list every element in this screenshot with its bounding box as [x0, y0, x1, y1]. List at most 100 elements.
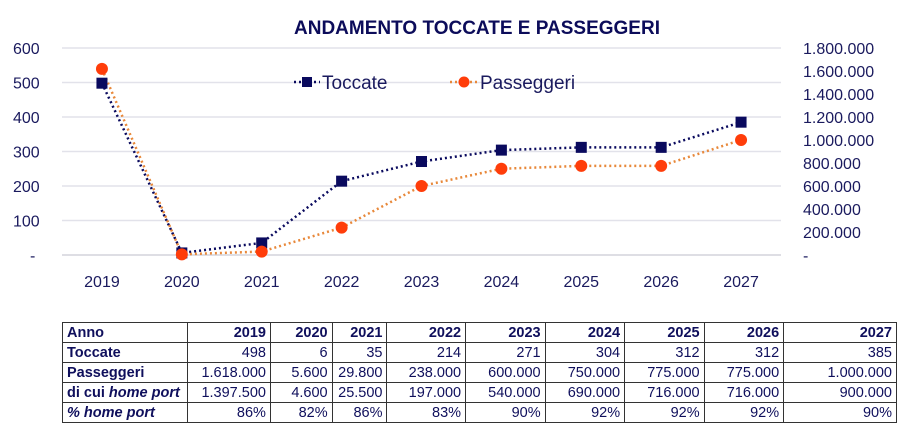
table-cell: 92%: [544, 402, 626, 423]
header-year: 2022: [386, 322, 467, 343]
table-cell: 197.000: [386, 382, 467, 403]
x-tick-label: 2022: [324, 274, 360, 291]
table-cell: 775.000: [624, 362, 705, 383]
table-cell: 35: [331, 342, 388, 363]
legend-label-toccate: Toccate: [322, 73, 387, 94]
line-chart: ANDAMENTO TOCCATE E PASSEGGERI - 100 200 30…: [13, 18, 874, 291]
y-right-tick-label: 1.400.000: [803, 87, 874, 104]
table-cell: 750.000: [544, 362, 626, 383]
x-tick-label: 2025: [563, 274, 599, 291]
data-point-passeggeri: [415, 180, 428, 192]
table-cell: 86%: [331, 402, 388, 423]
table-cell: 25.500: [331, 382, 388, 403]
data-point-toccate: [256, 237, 268, 249]
data-point-toccate: [735, 116, 747, 128]
x-tick-label: 2020: [164, 274, 200, 291]
table-cell: 29.800: [331, 362, 388, 383]
legend-item-passeggeri: Passeggeri: [450, 73, 575, 94]
data-point-toccate: [416, 156, 427, 168]
x-tick-label: 2023: [404, 274, 440, 291]
data-point-passeggeri: [735, 134, 748, 146]
data-point-passeggeri: [255, 245, 268, 258]
header-year: 2020: [269, 322, 333, 343]
table-cell: 716.000: [624, 382, 705, 403]
data-table: Anno 2019 2020 2021 2022 2023 2024 2025 2026 2027…: [62, 322, 897, 423]
header-year: 2023: [465, 322, 546, 343]
y-axis-left: - 100 200 300 400 500 600: [13, 41, 40, 265]
table-cell: 1.397.500: [186, 382, 271, 403]
table-cell: 92%: [703, 402, 785, 423]
table-cell: 900.000: [783, 382, 897, 403]
table-cell: 90%: [783, 402, 897, 423]
table-cell: 1.618.000: [186, 362, 271, 383]
y-left-tick-label: 300: [13, 145, 40, 162]
y-left-tick-label: 200: [13, 179, 40, 196]
header-year: 2019: [186, 322, 271, 343]
x-tick-label: 2026: [643, 274, 679, 291]
table-cell: 312: [703, 342, 785, 363]
table-cell: 82%: [269, 402, 333, 423]
legend-square-marker-icon: [302, 77, 312, 87]
table-cell: 92%: [624, 402, 705, 423]
x-axis: 2019 2020 2021 2022 2023 2024 2025 2026 2027: [84, 274, 759, 291]
y-right-tick-label: 1.600.000: [803, 64, 874, 81]
x-tick-label: 2021: [244, 274, 280, 291]
data-point-passeggeri: [575, 159, 588, 172]
data-point-toccate: [575, 141, 587, 153]
legend-item-toccate: Toccate: [294, 73, 387, 94]
header-label: Anno: [62, 322, 188, 343]
table-cell: 690.000: [544, 382, 626, 403]
table-cell: 86%: [186, 402, 271, 423]
header-year: 2024: [544, 322, 626, 343]
data-point-toccate: [495, 144, 507, 156]
table-cell: 214: [386, 342, 467, 363]
row-label: di cui home port: [62, 382, 188, 403]
header-year: 2025: [624, 322, 705, 343]
y-right-tick-label: 800.000: [803, 156, 861, 173]
x-tick-label: 2019: [84, 274, 120, 291]
header-year: 2026: [703, 322, 785, 343]
legend-label-passeggeri: Passeggeri: [480, 73, 575, 94]
legend-circle-marker-icon: [458, 76, 470, 88]
data-point-toccate: [336, 175, 348, 187]
data-point-passeggeri: [95, 62, 108, 75]
data-point-passeggeri: [175, 248, 188, 261]
series-line-toccate: [100, 82, 742, 255]
x-tick-label: 2027: [723, 274, 759, 291]
y-right-tick-label: -: [803, 248, 808, 265]
table-cell: 1.000.000: [783, 362, 897, 383]
y-right-tick-label: 400.000: [803, 202, 861, 219]
table-row: % home port 86% 82% 86% 83% 90% 92% 92% 92% 90%: [62, 402, 897, 423]
y-left-tick-label: 600: [13, 41, 40, 58]
data-point-passeggeri: [335, 221, 348, 234]
gridlines: [62, 47, 781, 256]
table-cell: 775.000: [703, 362, 785, 383]
y-left-tick-label: -: [30, 248, 35, 265]
data-point-toccate: [96, 77, 108, 89]
legend: Toccate Passeggeri: [294, 73, 575, 94]
series-layer: [95, 62, 748, 261]
y-axis-right: - 200.000 400.000 600.000 800.000 1.000.000 1.…: [803, 41, 874, 265]
y-right-tick-label: 1.800.000: [803, 41, 874, 58]
y-left-tick-label: 500: [13, 76, 40, 93]
table-cell: 312: [624, 342, 705, 363]
table-cell: 5.600: [269, 362, 333, 383]
header-year: 2021: [331, 322, 388, 343]
table-cell: 540.000: [465, 382, 546, 403]
data-point-toccate: [655, 141, 667, 153]
table-row: Passeggeri 1.618.000 5.600 29.800 238.000 600…: [62, 362, 897, 383]
y-left-tick-label: 400: [13, 110, 40, 127]
y-right-tick-label: 1.000.000: [803, 133, 874, 150]
header-year: 2027: [783, 322, 897, 343]
x-tick-label: 2024: [484, 274, 520, 291]
table-cell: 600.000: [465, 362, 546, 383]
table-cell: 83%: [386, 402, 467, 423]
y-right-tick-label: 1.200.000: [803, 110, 874, 127]
table-cell: 238.000: [386, 362, 467, 383]
data-point-passeggeri: [495, 162, 508, 175]
table-cell: 498: [186, 342, 271, 363]
data-point-passeggeri: [655, 159, 668, 172]
y-right-tick-label: 600.000: [803, 179, 861, 196]
table-cell: 385: [783, 342, 897, 363]
table-cell: 6: [269, 342, 333, 363]
